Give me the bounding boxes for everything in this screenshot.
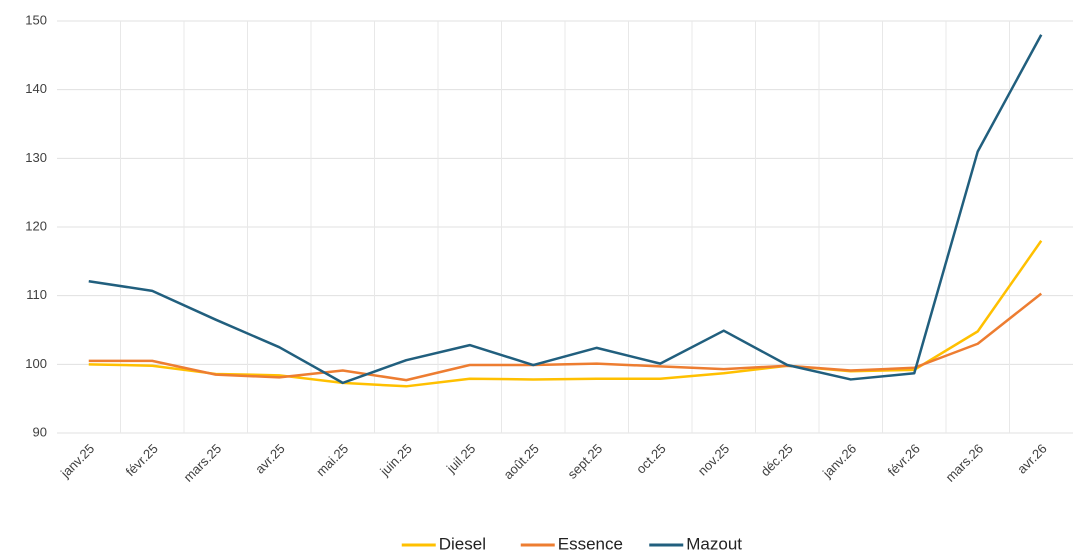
x-tick-label: janv.26 — [819, 441, 859, 481]
x-tick-label: févr.25 — [123, 441, 161, 479]
x-tick-label: sept.25 — [565, 441, 606, 482]
x-tick-label: janv.25 — [57, 441, 97, 481]
x-tick-label: mars.26 — [942, 441, 986, 485]
y-tick-label: 110 — [26, 287, 47, 302]
x-tick-label: août.25 — [501, 441, 542, 482]
x-tick-label: nov.25 — [695, 441, 733, 479]
x-tick-label: oct.25 — [633, 441, 669, 477]
x-tick-label: avr.26 — [1014, 441, 1050, 477]
y-tick-label: 120 — [25, 218, 47, 233]
legend-label: Essence — [558, 534, 623, 553]
legend-label: Mazout — [686, 534, 742, 553]
x-tick-label: juil.25 — [443, 441, 478, 476]
legend: Diesel Essence Mazout — [401, 534, 742, 553]
y-tick-label: 100 — [25, 356, 47, 371]
y-tick-label: 150 — [25, 12, 47, 27]
y-tick-label: 90 — [33, 424, 47, 439]
x-tick-label: mars.25 — [180, 441, 224, 485]
legend-label: Diesel — [439, 534, 486, 553]
series-line — [88, 240, 1043, 388]
x-tick-label: juin.25 — [376, 441, 414, 479]
y-tick-label: 130 — [25, 150, 47, 165]
x-tick-label: avr.25 — [252, 441, 288, 477]
series-line — [88, 34, 1043, 385]
series-line — [88, 292, 1043, 382]
x-tick-label: mai.25 — [313, 441, 351, 479]
x-tick-label: déc.25 — [758, 441, 796, 479]
y-tick-label: 140 — [25, 81, 47, 96]
x-tick-label: févr.26 — [885, 441, 923, 479]
